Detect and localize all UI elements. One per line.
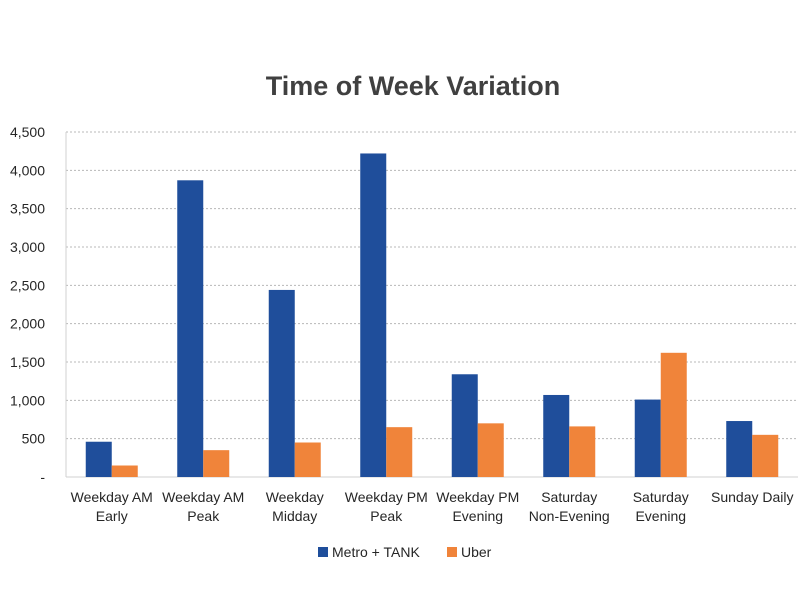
x-tick-label: Saturday <box>541 489 597 505</box>
x-tick-label: Non-Evening <box>529 508 610 524</box>
bar-uber <box>752 434 779 477</box>
x-tick-label: Weekday PM <box>436 489 519 505</box>
y-tick-label: 3,500 <box>10 201 45 217</box>
x-axis: Weekday AM Early Weekday AM Peak Weekday Midd… <box>71 489 794 524</box>
x-tick-label: Weekday AM <box>162 489 244 505</box>
x-tick-label: Sunday Daily <box>711 489 794 505</box>
x-tick-label: Evening <box>635 508 686 524</box>
y-tick-label: 2,500 <box>10 277 45 293</box>
y-tick-label: - <box>40 469 45 485</box>
x-tick-label: Evening <box>452 508 503 524</box>
bar-metro-tank <box>85 441 112 477</box>
gridlines <box>66 131 798 440</box>
bars <box>85 153 779 478</box>
x-tick-label: Peak <box>187 508 220 524</box>
legend-label: Metro + TANK <box>332 544 420 560</box>
bar-metro-tank <box>177 180 204 478</box>
y-tick-label: 4,000 <box>10 162 45 178</box>
bar-metro-tank <box>634 399 661 477</box>
x-tick-label: Weekday AM <box>71 489 153 505</box>
y-tick-label: 500 <box>22 431 46 447</box>
legend-swatch <box>318 547 328 557</box>
y-tick-label: 4,500 <box>10 124 45 140</box>
y-tick-label: 3,000 <box>10 239 45 255</box>
bar-uber <box>386 427 413 477</box>
legend-label: Uber <box>461 544 492 560</box>
bar-metro-tank <box>726 421 753 477</box>
bar-metro-tank <box>543 394 570 477</box>
bar-metro-tank <box>360 153 387 477</box>
bar-uber <box>569 426 596 477</box>
x-tick-label: Peak <box>370 508 403 524</box>
bar-uber <box>111 465 138 477</box>
x-tick-label: Saturday <box>633 489 689 505</box>
x-tick-label: Midday <box>272 508 317 524</box>
y-tick-label: 1,000 <box>10 392 45 408</box>
bar-uber <box>294 442 321 477</box>
x-tick-label: Weekday PM <box>345 489 428 505</box>
bar-metro-tank <box>451 374 478 477</box>
legend-swatch <box>447 547 457 557</box>
y-tick-label: 1,500 <box>10 354 45 370</box>
bar-uber <box>477 423 504 477</box>
y-tick-label: 2,000 <box>10 316 45 332</box>
legend: Metro + TANK Uber <box>318 544 492 560</box>
bar-uber <box>203 450 230 477</box>
bar-metro-tank <box>268 289 295 477</box>
chart-title: Time of Week Variation <box>266 71 561 101</box>
x-tick-label: Weekday <box>266 489 324 505</box>
x-tick-label: Early <box>96 508 128 524</box>
bar-uber <box>660 352 687 477</box>
